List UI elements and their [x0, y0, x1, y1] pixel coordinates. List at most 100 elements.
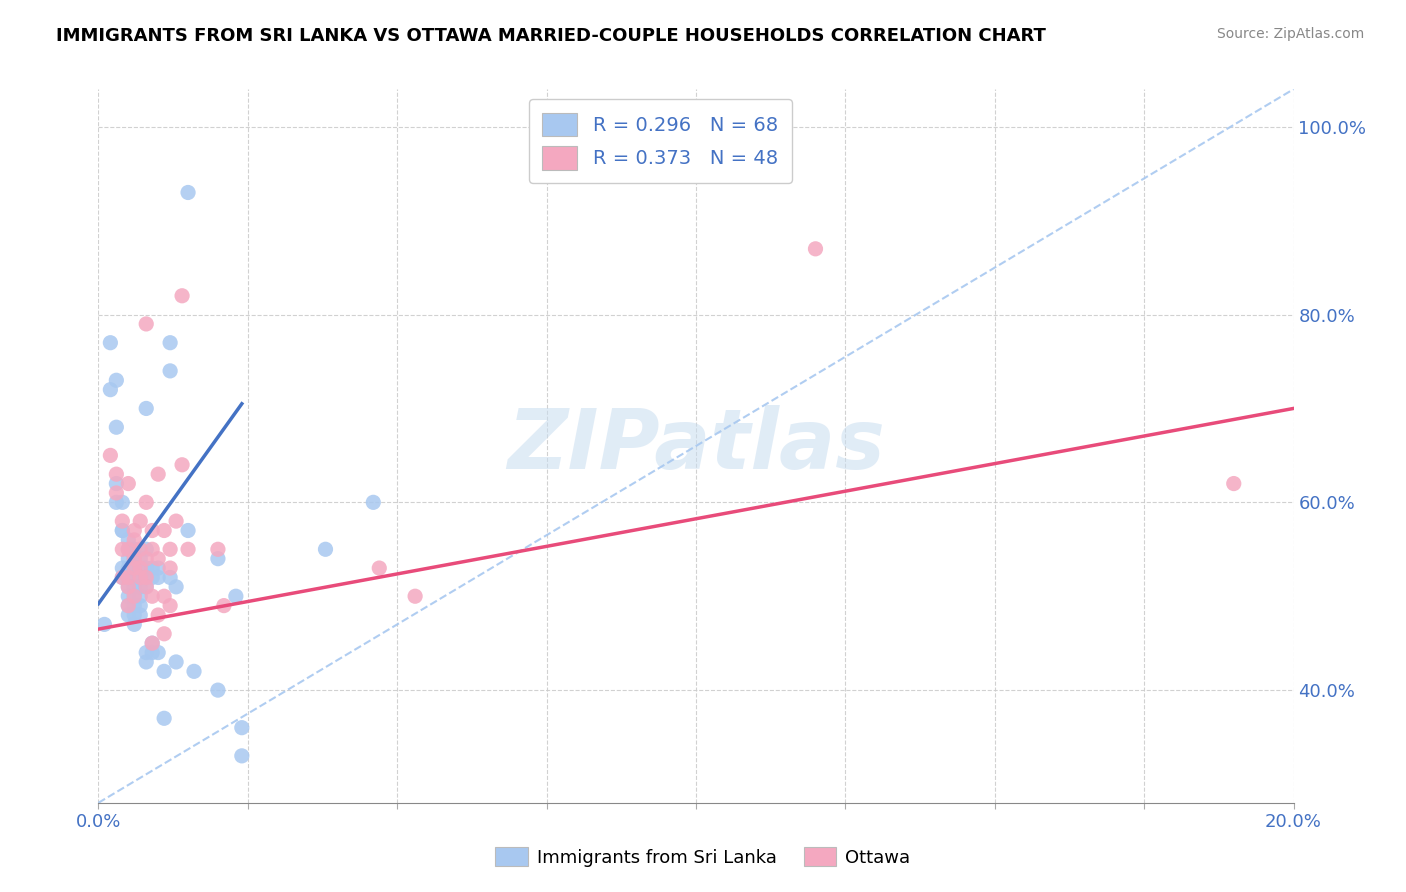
Point [117, 589, 139, 603]
Point [129, 561, 152, 575]
Point [177, 542, 200, 557]
Point [135, 542, 157, 557]
Point [141, 636, 163, 650]
Point [141, 542, 163, 557]
Point [165, 514, 187, 528]
Point [141, 570, 163, 584]
Point [159, 599, 181, 613]
Point [117, 570, 139, 584]
Point [148, 570, 170, 584]
Point [153, 665, 176, 679]
Point [117, 570, 139, 584]
Point [93, 617, 115, 632]
Point [172, 289, 194, 303]
Point [129, 514, 152, 528]
Text: Source: ZipAtlas.com: Source: ZipAtlas.com [1216, 27, 1364, 41]
Point [117, 551, 139, 566]
Point [105, 420, 128, 434]
Point [135, 401, 157, 416]
Point [135, 561, 157, 575]
Point [148, 607, 170, 622]
Point [1223, 476, 1246, 491]
Point [111, 570, 134, 584]
Point [124, 607, 146, 622]
Point [141, 524, 163, 538]
Point [135, 655, 157, 669]
Point [141, 561, 163, 575]
Point [159, 364, 181, 378]
Point [368, 561, 391, 575]
Point [148, 646, 170, 660]
Point [98, 335, 122, 350]
Point [105, 486, 128, 500]
Point [212, 599, 235, 613]
Point [124, 551, 146, 566]
Point [117, 580, 139, 594]
Point [111, 514, 134, 528]
Point [804, 242, 827, 256]
Legend: R = 0.296   N = 68, R = 0.373   N = 48: R = 0.296 N = 68, R = 0.373 N = 48 [529, 99, 792, 184]
Point [135, 551, 157, 566]
Point [135, 570, 157, 584]
Point [117, 542, 139, 557]
Point [124, 542, 146, 557]
Point [404, 589, 426, 603]
Point [98, 383, 122, 397]
Point [135, 580, 157, 594]
Point [207, 683, 229, 698]
Point [159, 335, 181, 350]
Point [165, 655, 187, 669]
Point [111, 561, 134, 575]
Point [124, 533, 146, 547]
Point [124, 551, 146, 566]
Point [117, 533, 139, 547]
Point [165, 580, 187, 594]
Point [141, 636, 163, 650]
Point [111, 524, 134, 538]
Point [207, 551, 229, 566]
Point [153, 711, 176, 725]
Point [183, 665, 205, 679]
Point [117, 599, 139, 613]
Point [98, 449, 122, 463]
Point [111, 542, 134, 557]
Point [315, 542, 337, 557]
Point [124, 589, 146, 603]
Point [153, 589, 176, 603]
Point [231, 748, 253, 763]
Point [141, 589, 163, 603]
Point [124, 524, 146, 538]
Point [129, 561, 152, 575]
Point [105, 495, 128, 509]
Point [129, 580, 152, 594]
Point [129, 551, 152, 566]
Point [135, 646, 157, 660]
Point [117, 599, 139, 613]
Point [135, 570, 157, 584]
Point [225, 589, 247, 603]
Point [105, 476, 128, 491]
Point [129, 589, 152, 603]
Point [148, 561, 170, 575]
Point [231, 721, 253, 735]
Point [124, 589, 146, 603]
Text: IMMIGRANTS FROM SRI LANKA VS OTTAWA MARRIED-COUPLE HOUSEHOLDS CORRELATION CHART: IMMIGRANTS FROM SRI LANKA VS OTTAWA MARR… [56, 27, 1046, 45]
Point [105, 373, 128, 387]
Point [148, 551, 170, 566]
Point [148, 467, 170, 482]
Point [124, 580, 146, 594]
Point [159, 561, 181, 575]
Point [105, 467, 128, 482]
Point [111, 524, 134, 538]
Text: ZIPatlas: ZIPatlas [508, 406, 884, 486]
Legend: Immigrants from Sri Lanka, Ottawa: Immigrants from Sri Lanka, Ottawa [488, 840, 918, 874]
Point [172, 458, 194, 472]
Point [117, 542, 139, 557]
Point [177, 524, 200, 538]
Point [129, 542, 152, 557]
Point [177, 186, 200, 200]
Point [129, 599, 152, 613]
Point [153, 627, 176, 641]
Point [111, 495, 134, 509]
Point [117, 580, 139, 594]
